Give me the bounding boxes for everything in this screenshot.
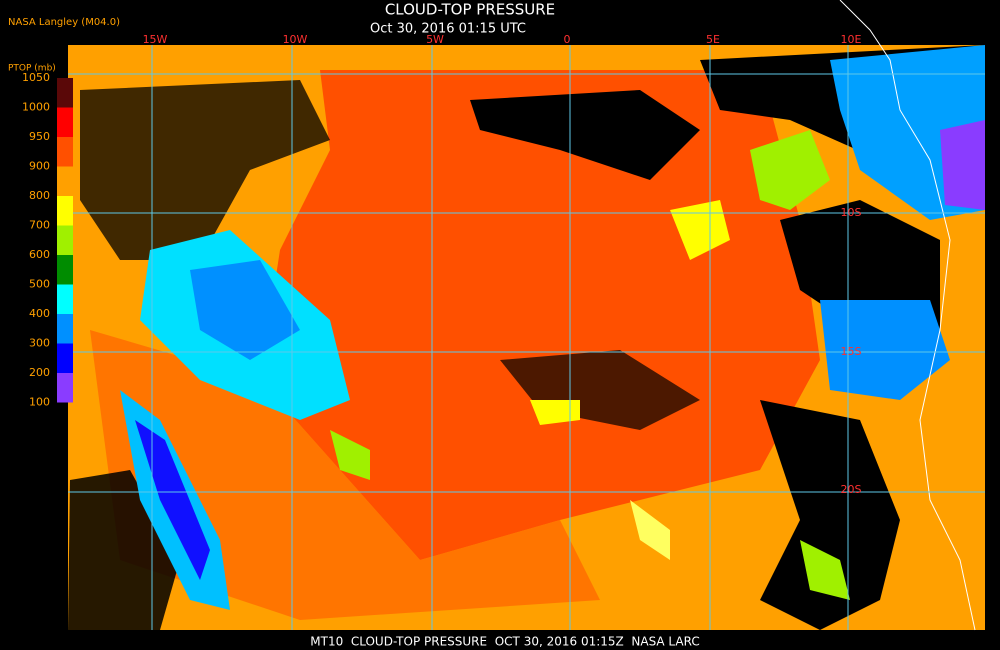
legend-swatch bbox=[57, 343, 73, 373]
legend-swatch bbox=[57, 137, 73, 167]
color-legend: 1050 1000 950 900 800 700 600 500 400 300 200 100 bbox=[22, 71, 73, 409]
footer: MT10 CLOUD-TOP PRESSURE OCT 30, 2016 01:… bbox=[310, 635, 699, 649]
legend-swatch bbox=[57, 373, 73, 403]
legend-tick-label: 100 bbox=[29, 396, 50, 409]
high-cloud bbox=[135, 420, 210, 580]
legend-tick-label: 600 bbox=[29, 248, 50, 261]
longitude-label: 10E bbox=[841, 33, 862, 46]
legend-swatch bbox=[57, 284, 73, 314]
latitude-labels: 10S 15S 20S bbox=[841, 206, 862, 496]
legend-tick-label: 950 bbox=[29, 130, 50, 143]
legend-tick-label: 500 bbox=[29, 278, 50, 291]
legend-swatch bbox=[57, 78, 73, 108]
mid-cloud bbox=[530, 400, 580, 425]
legend-tick-label: 1000 bbox=[22, 101, 50, 114]
clear-sky bbox=[80, 80, 330, 260]
high-cloud bbox=[190, 260, 300, 360]
longitude-label: 10W bbox=[283, 33, 308, 46]
subtitle: Oct 30, 2016 01:15 UTC bbox=[370, 22, 526, 37]
mid-cloud bbox=[670, 200, 730, 260]
high-cloud bbox=[940, 120, 985, 210]
latitude-label: 20S bbox=[841, 483, 862, 496]
legend-swatch bbox=[57, 255, 73, 285]
clear-sky bbox=[470, 90, 700, 180]
clear-sky bbox=[780, 200, 940, 330]
source-label: NASA Langley (M04.0) bbox=[8, 17, 120, 28]
legend-swatch bbox=[57, 166, 73, 196]
legend-title: PTOP (mb) bbox=[8, 64, 56, 74]
legend-tick-label: 200 bbox=[29, 366, 50, 379]
longitude-label: 5W bbox=[426, 33, 444, 46]
high-cloud bbox=[820, 300, 950, 400]
legend-tick-label: 900 bbox=[29, 160, 50, 173]
longitude-label: 5E bbox=[706, 33, 720, 46]
clear-sky bbox=[760, 400, 900, 630]
longitude-labels: 15W 10W 5W 0 5E 10E bbox=[143, 33, 862, 46]
mid-cloud bbox=[750, 130, 830, 210]
title: CLOUD-TOP PRESSURE bbox=[385, 1, 555, 19]
mid-cloud bbox=[630, 500, 670, 560]
map-image bbox=[68, 0, 985, 631]
legend-swatch bbox=[57, 314, 73, 344]
latitude-label: 10S bbox=[841, 206, 862, 219]
longitude-label: 0 bbox=[564, 33, 571, 46]
coastline bbox=[839, 0, 976, 631]
legend-tick-label: 400 bbox=[29, 307, 50, 320]
warm-cloud bbox=[260, 70, 820, 560]
mid-cloud bbox=[330, 430, 370, 480]
legend-swatch bbox=[57, 225, 73, 255]
longitude-label: 15W bbox=[143, 33, 168, 46]
legend-swatch bbox=[57, 107, 73, 137]
legend-tick-label: 1050 bbox=[22, 71, 50, 84]
mid-cloud bbox=[800, 540, 850, 600]
legend-tick-label: 700 bbox=[29, 219, 50, 232]
legend-tick-label: 300 bbox=[29, 337, 50, 350]
latitude-label: 15S bbox=[841, 345, 862, 358]
graticule bbox=[68, 45, 985, 630]
legend-tick-label: 800 bbox=[29, 189, 50, 202]
legend-swatch bbox=[57, 196, 73, 226]
